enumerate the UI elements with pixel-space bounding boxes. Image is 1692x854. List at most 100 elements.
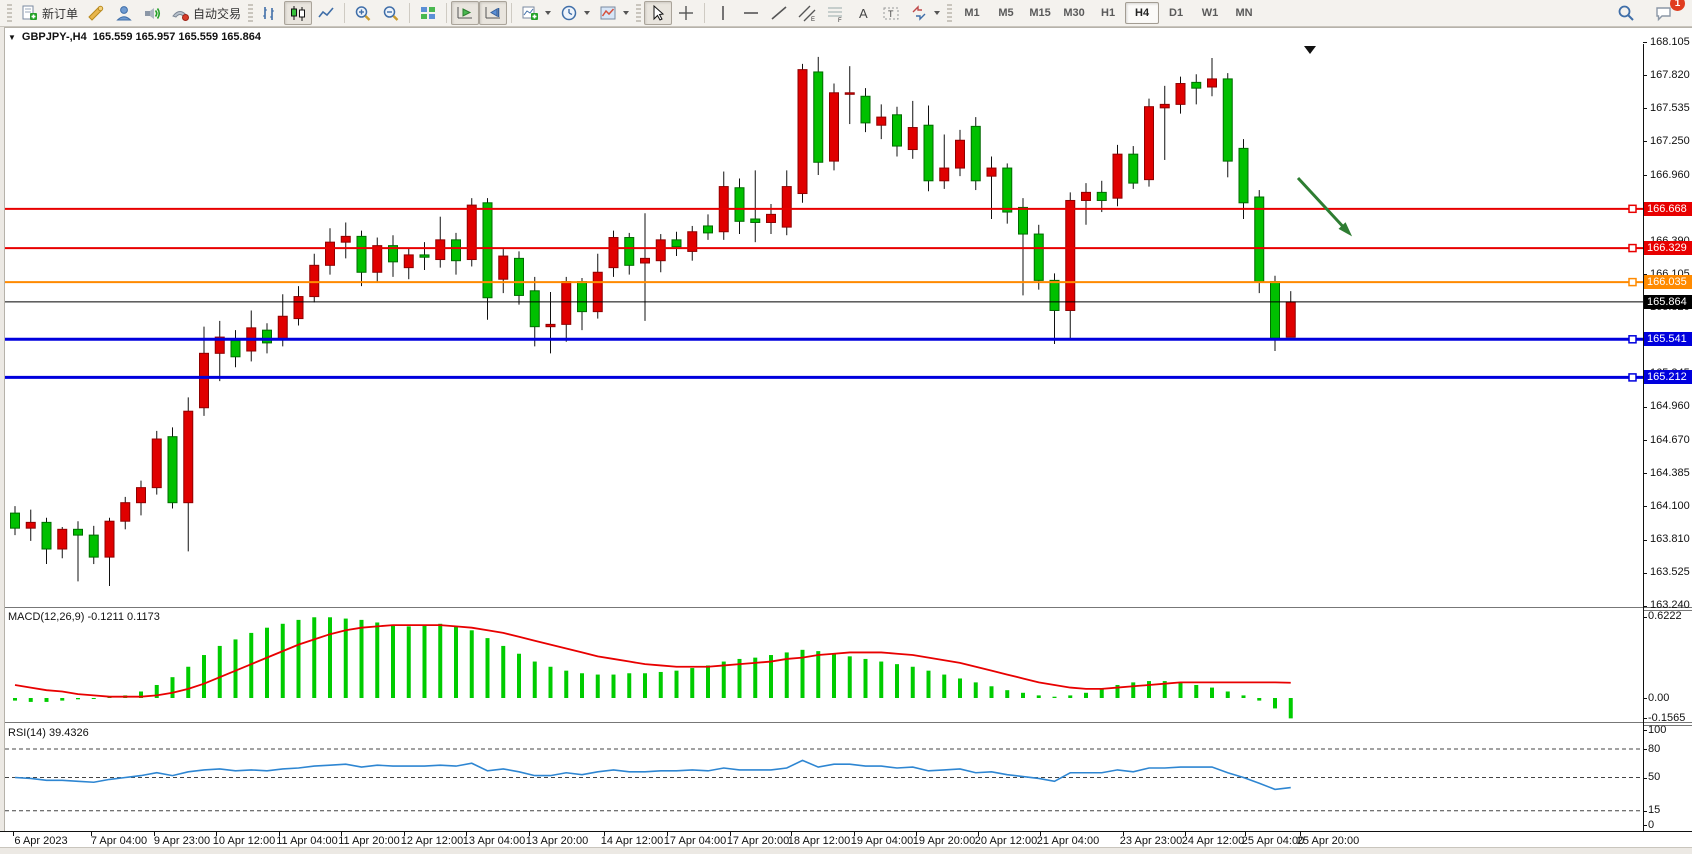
shift-icon: [485, 7, 501, 19]
signals-button[interactable]: [138, 1, 166, 25]
macd-histogram-bar: [375, 622, 380, 698]
chevron-down-icon[interactable]: [545, 11, 552, 15]
macd-histogram-bar: [139, 691, 143, 698]
zoom-out-button[interactable]: [377, 1, 405, 25]
macd-histogram-bar: [895, 664, 899, 698]
chevron-down-icon[interactable]: [584, 11, 591, 15]
toolbar-grip[interactable]: [248, 4, 254, 22]
line-handle[interactable]: [1628, 277, 1637, 287]
toolbar-grip[interactable]: [7, 4, 12, 22]
mql-community-button[interactable]: [82, 1, 110, 25]
period-button-h1[interactable]: H1: [1101, 7, 1116, 19]
time-tick-label: 20 Apr 12:00: [974, 835, 1038, 847]
equidistant-channel-button[interactable]: E: [793, 1, 821, 25]
time-tick: [791, 832, 792, 836]
line-chart-button[interactable]: [312, 1, 340, 25]
indplus-icon: [522, 6, 539, 20]
macd-histogram-bar: [202, 655, 206, 698]
candle-body: [797, 69, 808, 195]
candle-body: [356, 235, 367, 273]
period-button-mn[interactable]: MN: [1235, 7, 1253, 19]
trend-arrow-object[interactable]: [1296, 176, 1350, 234]
period-button-d1[interactable]: D1: [1169, 7, 1184, 19]
line-handle[interactable]: [1628, 243, 1637, 253]
candle-body: [750, 218, 761, 223]
time-tick-label: 24 Apr 12:00: [1181, 835, 1245, 847]
time-axis[interactable]: 6 Apr 2023 7 Apr 04:00 9 Apr 23:00 10 Apr 1…: [0, 831, 1692, 848]
cursor-button[interactable]: [644, 1, 673, 25]
text-label-button[interactable]: T: [877, 1, 905, 25]
auto-scroll-button[interactable]: [451, 1, 480, 25]
macd-histogram-bar: [438, 623, 443, 698]
macd-axis-label: -0.1565: [1648, 711, 1686, 724]
candle-body: [230, 340, 241, 358]
macd-label: MACD(12,26,9) -0.1211 0.1173: [8, 611, 160, 623]
chevron-down-icon[interactable]: [934, 11, 941, 15]
vline-icon: [722, 6, 724, 20]
macd-histogram-bar: [186, 666, 191, 698]
period-button-m30[interactable]: M30: [1063, 7, 1085, 19]
macd-histogram-bar: [1052, 696, 1057, 698]
periods-button[interactable]: [555, 1, 594, 25]
macd-pane[interactable]: [5, 610, 1643, 722]
candle-body: [1191, 81, 1202, 89]
tiles-icon: [421, 7, 436, 19]
fibonacci-button[interactable]: F: [821, 1, 849, 25]
line-handle[interactable]: [1628, 335, 1637, 344]
toolbar-separator: [704, 3, 706, 23]
macd-histogram-bar: [1005, 690, 1010, 698]
macd-histogram-bar: [265, 627, 269, 698]
zoom-in-button[interactable]: [349, 1, 377, 25]
line-handle[interactable]: [1628, 204, 1637, 214]
candle-body: [1175, 83, 1186, 105]
search-button[interactable]: [1612, 1, 1640, 25]
bar-chart-button[interactable]: [256, 1, 284, 25]
price-tick-label: 164.960: [1650, 400, 1690, 413]
candle-body: [907, 127, 918, 151]
crosshair-button[interactable]: [672, 1, 700, 25]
new-order-button[interactable]: 新订单: [15, 1, 82, 25]
collapse-triangle-icon[interactable]: ▼: [8, 32, 16, 42]
auto-trading-button[interactable]: 自动交易: [166, 1, 245, 25]
chat-button[interactable]: 1: [1650, 0, 1685, 25]
candle-body: [325, 241, 335, 266]
period-button-w1[interactable]: W1: [1201, 7, 1219, 19]
line-price-label: 165.212: [1644, 370, 1692, 385]
toolbar-grip[interactable]: [636, 4, 642, 22]
period-button-h4[interactable]: H4: [1125, 2, 1160, 24]
macd-histogram-bar: [847, 656, 852, 698]
templates-button[interactable]: [594, 1, 633, 25]
chart-shift-button[interactable]: [479, 1, 508, 25]
period-button-m5[interactable]: M5: [998, 7, 1014, 19]
zoomin-icon: [355, 6, 371, 21]
line-handle[interactable]: [1628, 373, 1637, 382]
macd-tick: [1643, 718, 1647, 720]
tile-windows-button[interactable]: [414, 1, 442, 25]
macd-histogram-bar: [296, 619, 301, 698]
candlestick-chart-button[interactable]: [284, 1, 313, 25]
indicators-button[interactable]: [516, 1, 555, 25]
macd-axis-label: 0.00: [1648, 691, 1670, 704]
period-button-m1[interactable]: M1: [964, 7, 980, 19]
vertical-line-button[interactable]: [709, 1, 737, 25]
time-tick: [91, 832, 92, 836]
price-tick-label: 163.240: [1650, 599, 1690, 612]
candle-body: [1033, 233, 1044, 281]
time-tick-label: 9 Apr 23:00: [153, 835, 211, 847]
text-button[interactable]: A: [849, 1, 877, 25]
main-chart-pane[interactable]: [5, 44, 1643, 607]
trendline-button[interactable]: [765, 1, 793, 25]
price-tick: [1643, 42, 1647, 44]
time-tick: [1245, 832, 1246, 836]
profile-button[interactable]: [110, 1, 138, 25]
new-order-label: 新订单: [42, 6, 79, 21]
period-button-m15[interactable]: M15: [1029, 7, 1051, 19]
chevron-down-icon[interactable]: [623, 11, 630, 15]
toolbar-grip[interactable]: [947, 4, 953, 22]
macd-histogram-bar: [76, 698, 80, 700]
candle-body: [482, 202, 493, 299]
horizontal-line-button[interactable]: [737, 1, 765, 25]
arrows-button[interactable]: [905, 1, 944, 25]
macd-histogram-bar: [721, 661, 726, 698]
rsi-pane[interactable]: [5, 725, 1643, 831]
